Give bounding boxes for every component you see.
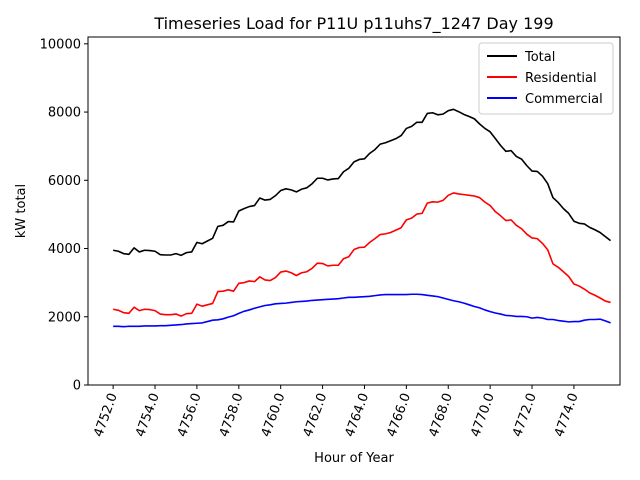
legend-label-residential: Residential [525, 71, 597, 86]
y-axis: 0 2000 4000 6000 8000 10000 [40, 37, 88, 394]
series-line-commercial [113, 293, 611, 328]
plot-lines [112, 108, 612, 328]
plot-frame [87, 36, 621, 386]
y-tick-label: 0 [73, 379, 81, 394]
legend: Total Residential Commercial [478, 42, 614, 115]
legend-box [478, 42, 614, 115]
y-tick-label: 4000 [48, 242, 81, 257]
series-line-total [112, 108, 612, 257]
y-tick-label: 2000 [48, 310, 81, 325]
y-tick-label: 6000 [48, 174, 81, 189]
chart-title: Timeseries Load for P11U p11uhs7_1247 Da… [153, 14, 553, 34]
y-tick-label: 10000 [40, 37, 81, 52]
x-axis-label: Hour of Year [314, 451, 394, 466]
legend-label-commercial: Commercial [525, 92, 603, 107]
y-tick-label: 8000 [48, 106, 81, 121]
y-axis-label: kW total [14, 184, 29, 238]
legend-label-total: Total [524, 50, 555, 65]
series-line-residential [112, 192, 611, 317]
